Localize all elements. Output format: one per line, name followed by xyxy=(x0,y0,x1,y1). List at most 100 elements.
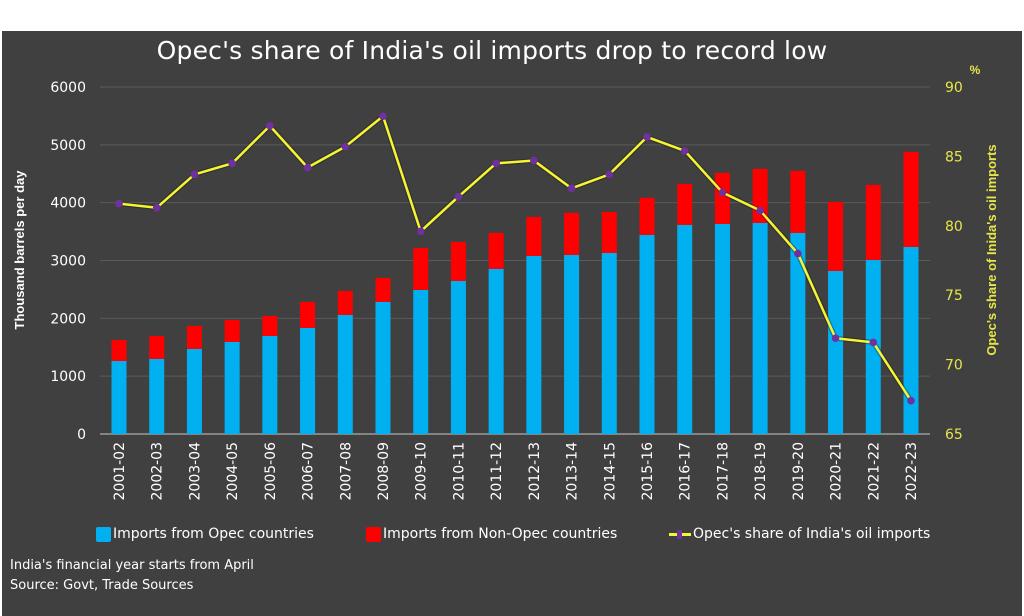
legend-item-non-opec: Imports from Non-Opec countries xyxy=(366,526,617,542)
y-tick-label: 3000 xyxy=(50,254,86,270)
bar-opec xyxy=(752,222,768,434)
x-tick-label: 2014-15 xyxy=(602,442,618,501)
y-tick-label: 0 xyxy=(77,427,86,443)
bar-opec xyxy=(111,360,127,434)
x-tick-label: 2010-11 xyxy=(451,442,467,501)
bar-opec xyxy=(413,289,429,434)
bar-opec xyxy=(903,246,919,434)
bar-opec xyxy=(488,268,504,434)
x-tick-label: 2005-06 xyxy=(263,442,279,501)
x-tick-label: 2016-17 xyxy=(678,442,694,501)
share-line xyxy=(118,114,913,402)
bar-opec xyxy=(677,224,693,434)
x-tick-label: 2006-07 xyxy=(301,442,317,501)
y2-tick-label: 75 xyxy=(945,288,963,304)
bar-opec xyxy=(601,252,617,434)
bar-opec xyxy=(375,301,391,434)
bar-non-opec xyxy=(903,151,919,247)
share-marker xyxy=(190,170,199,179)
share-marker xyxy=(228,159,236,168)
share-marker xyxy=(567,184,576,193)
bar-non-opec xyxy=(526,216,542,256)
x-tick-label: 2019-20 xyxy=(791,442,807,501)
share-marker xyxy=(907,396,915,405)
bar-non-opec xyxy=(450,241,466,281)
y-tick-label: 2000 xyxy=(50,311,86,327)
share-marker xyxy=(152,203,161,212)
bar-non-opec xyxy=(601,211,617,253)
bar-non-opec xyxy=(639,197,655,235)
bar-opec xyxy=(300,327,316,434)
share-marker xyxy=(492,159,500,168)
y2-tick-label: 70 xyxy=(945,358,963,374)
bar-opec xyxy=(639,234,655,434)
bar-non-opec xyxy=(488,232,504,269)
footnote-source: Source: Govt, Trade Sources xyxy=(10,578,194,593)
bar-non-opec xyxy=(790,170,806,233)
legend-label-share: Opec's share of India's oil imports xyxy=(693,526,931,542)
x-tick-label: 2001-02 xyxy=(112,442,128,501)
bar-non-opec xyxy=(186,325,202,349)
share-marker xyxy=(341,142,350,151)
x-tick-label: 2012-13 xyxy=(527,442,543,501)
x-tick-label: 2018-19 xyxy=(753,442,769,501)
bar-opec xyxy=(450,280,466,434)
bar-opec xyxy=(828,270,844,434)
share-marker xyxy=(266,122,274,130)
share-marker xyxy=(794,249,802,258)
share-marker xyxy=(605,170,614,179)
bar-opec xyxy=(526,255,542,434)
share-marker xyxy=(643,133,651,141)
right-axis-label: Opec's share of Inida's oil imports xyxy=(984,144,999,356)
bar-non-opec xyxy=(413,247,429,290)
share-marker xyxy=(454,192,463,201)
bar-opec xyxy=(714,223,730,434)
legend-item-share: Opec's share of India's oil imports xyxy=(669,526,930,542)
left-axis-label: Thousand barrels per day xyxy=(12,170,27,330)
x-tick-label: 2011-12 xyxy=(489,442,505,501)
bar-opec xyxy=(790,232,806,434)
share-marker xyxy=(756,206,764,215)
x-tick-label: 2004-05 xyxy=(225,442,241,501)
share-marker xyxy=(416,227,425,236)
y-tick-label: 6000 xyxy=(50,80,86,96)
bar-non-opec xyxy=(262,315,278,336)
y2-tick-label: 65 xyxy=(945,427,963,443)
y-tick-label: 4000 xyxy=(50,196,86,212)
bar-opec xyxy=(149,358,165,434)
share-marker xyxy=(303,163,312,172)
x-tick-label: 2022-23 xyxy=(904,442,920,501)
x-tick-label: 2002-03 xyxy=(150,442,166,501)
legend-label-opec: Imports from Opec countries xyxy=(113,526,314,542)
y2-tick-label: 85 xyxy=(945,149,963,165)
legend-swatch-non-opec xyxy=(366,526,381,542)
bar-opec xyxy=(865,259,881,434)
y-tick-label: 1000 xyxy=(50,369,86,385)
share-marker xyxy=(530,156,538,165)
bar-non-opec xyxy=(564,212,580,255)
share-marker xyxy=(115,199,123,208)
chart-title: Opec's share of India's oil imports drop… xyxy=(156,36,828,65)
share-marker xyxy=(869,338,878,347)
footnote-financial-year: India's financial year starts from April xyxy=(10,558,254,573)
y2-tick-label: 90 xyxy=(945,80,963,96)
share-marker xyxy=(718,188,727,197)
bar-opec xyxy=(337,314,353,434)
x-tick-label: 2008-09 xyxy=(376,442,392,501)
bar-non-opec xyxy=(865,184,881,260)
bar-non-opec xyxy=(714,172,730,224)
legend-label-non-opec: Imports from Non-Opec countries xyxy=(383,526,618,542)
bar-non-opec xyxy=(224,319,240,342)
legend-item-opec: Imports from Opec countries xyxy=(96,526,314,542)
bar-non-opec xyxy=(375,277,391,302)
bar-opec xyxy=(564,254,580,434)
x-tick-label: 2009-10 xyxy=(414,442,430,501)
x-tick-label: 2007-08 xyxy=(338,442,354,501)
chart-background xyxy=(2,31,1022,616)
legend-swatch-opec xyxy=(96,526,111,542)
right-axis-unit: % xyxy=(969,63,981,77)
share-marker xyxy=(680,147,689,155)
x-tick-label: 2017-18 xyxy=(715,442,731,501)
x-tick-label: 2015-16 xyxy=(640,442,656,501)
